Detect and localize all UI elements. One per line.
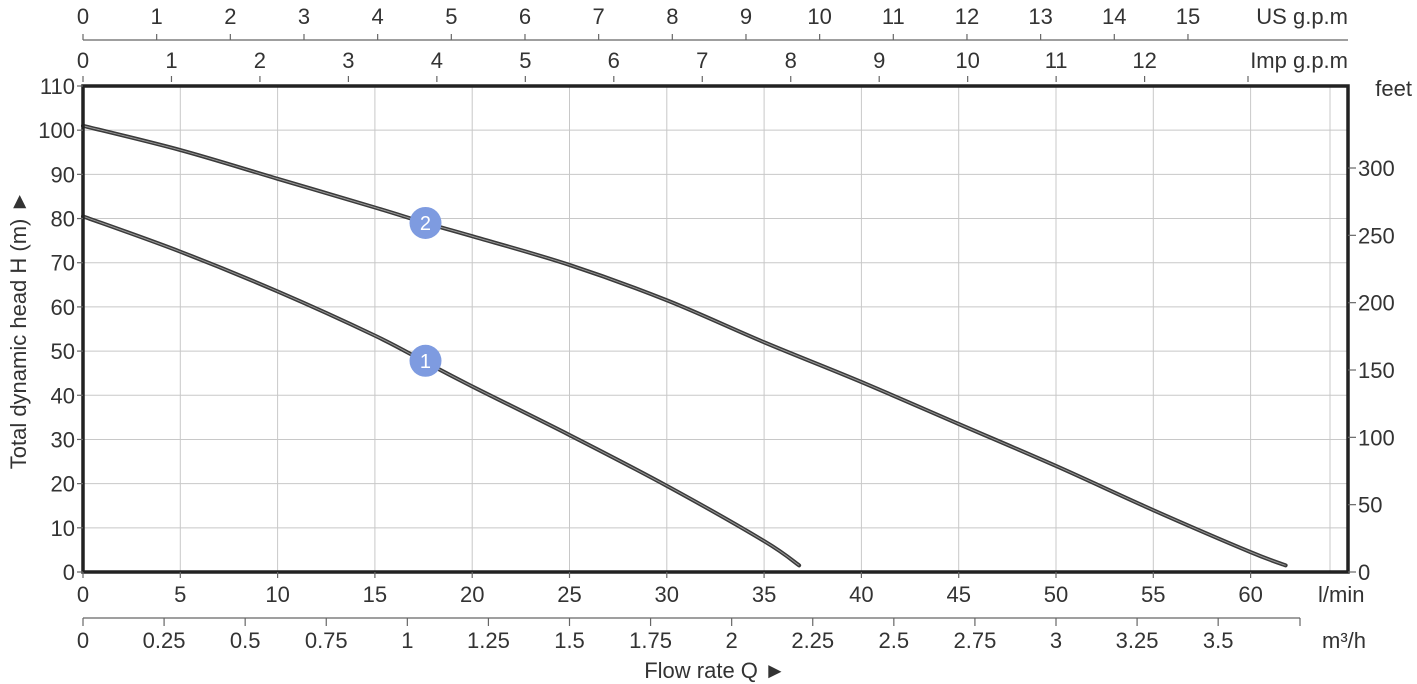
feet-tick-label: 100 — [1358, 425, 1395, 450]
feet-tick-label: 250 — [1358, 223, 1395, 248]
x-tick-label: 40 — [849, 582, 873, 607]
x-tick-label: 60 — [1238, 582, 1262, 607]
curve-2-highlight — [82, 125, 1286, 566]
us-gpm-tick-label: 14 — [1102, 4, 1126, 29]
curve-1-marker — [409, 344, 442, 377]
feet-tick-label: 0 — [1358, 560, 1370, 585]
curve-1 — [81, 214, 802, 568]
x-tick-label: 15 — [363, 582, 387, 607]
y-tick-label: 20 — [51, 472, 75, 497]
m3h-tick-label: 2 — [726, 628, 738, 653]
x-tick-label: 5 — [174, 582, 186, 607]
y-axis-title: Total dynamic head H (m) ► — [6, 191, 31, 470]
imp-gpm-tick-label: 6 — [608, 48, 620, 73]
y-tick-label: 100 — [38, 118, 75, 143]
imp-gpm-unit-label: Imp g.p.m — [1250, 48, 1348, 73]
y-tick-label: 10 — [51, 516, 75, 541]
curve-2-marker — [409, 206, 442, 239]
us-gpm-tick-label: 9 — [740, 4, 752, 29]
us-gpm-tick-label: 4 — [372, 4, 384, 29]
imp-gpm-tick-label: 11 — [1045, 48, 1068, 73]
x-tick-label: 25 — [557, 582, 581, 607]
us-gpm-tick-label: 0 — [77, 4, 89, 29]
y-tick-label: 0 — [63, 560, 75, 585]
markers: 12 — [409, 206, 442, 377]
imp-gpm-tick-label: 1 — [165, 48, 177, 73]
m3h-tick-label: 0 — [77, 628, 89, 653]
m3h-tick-label: 2.5 — [879, 628, 910, 653]
us-gpm-tick-label: 15 — [1176, 4, 1200, 29]
feet-unit-label: feet — [1375, 76, 1412, 101]
y-tick-label: 30 — [51, 427, 75, 452]
grid — [83, 86, 1348, 572]
us-gpm-tick-label: 6 — [519, 4, 531, 29]
us-gpm-tick-label: 8 — [666, 4, 678, 29]
x-tick-label: 10 — [265, 582, 289, 607]
m3h-tick-label: 1.75 — [629, 628, 672, 653]
feet-tick-label: 50 — [1358, 493, 1382, 518]
m3h-unit-label: m³/h — [1322, 628, 1366, 653]
feet-tick-label: 300 — [1358, 156, 1395, 181]
us-gpm-tick-label: 2 — [224, 4, 236, 29]
x-axis-title: Flow rate Q ► — [644, 658, 786, 683]
m3h-tick-label: 2.75 — [954, 628, 997, 653]
m3h-tick-label: 1.5 — [554, 628, 585, 653]
curve-1-highlight — [82, 215, 800, 566]
imp-gpm-tick-label: 3 — [342, 48, 354, 73]
feet-tick-label: 200 — [1358, 291, 1395, 316]
m3h-tick-label: 2.25 — [791, 628, 834, 653]
y-tick-label: 40 — [51, 383, 75, 408]
x-tick-label: 35 — [752, 582, 776, 607]
curve-2-marker-label: 2 — [420, 213, 431, 235]
us-gpm-unit-label: US g.p.m — [1256, 4, 1348, 29]
m3h-tick-label: 1 — [401, 628, 413, 653]
us-gpm-tick-label: 12 — [955, 4, 979, 29]
feet-tick-label: 150 — [1358, 358, 1395, 383]
us-gpm-tick-label: 3 — [298, 4, 310, 29]
us-gpm-tick-label: 11 — [882, 4, 905, 29]
curve-2 — [81, 123, 1288, 568]
x-tick-label: 0 — [77, 582, 89, 607]
us-gpm-tick-label: 13 — [1028, 4, 1052, 29]
y-tick-label: 80 — [51, 207, 75, 232]
x-tick-label: 45 — [946, 582, 970, 607]
us-gpm-tick-label: 10 — [807, 4, 831, 29]
imp-gpm-tick-label: 4 — [431, 48, 443, 73]
imp-gpm-tick-label: 0 — [77, 48, 89, 73]
imp-gpm-tick-label: 12 — [1132, 48, 1156, 73]
imp-gpm-tick-label: 9 — [873, 48, 885, 73]
lmin-unit-label: l/min — [1318, 582, 1364, 607]
m3h-tick-label: 1.25 — [467, 628, 510, 653]
imp-gpm-tick-label: 10 — [955, 48, 979, 73]
m3h-tick-label: 0.75 — [305, 628, 348, 653]
axes: 0 5 10 15 20 25 30 35 40 45 50 55 600102030405060708… — [38, 4, 1394, 653]
y-tick-label: 110 — [40, 74, 75, 99]
m3h-tick-label: 0.5 — [230, 628, 261, 653]
imp-gpm-tick-label: 8 — [785, 48, 797, 73]
y-tick-label: 70 — [51, 251, 75, 276]
y-tick-label: 90 — [51, 162, 75, 187]
us-gpm-tick-label: 7 — [593, 4, 605, 29]
curve-1-marker-label: 1 — [420, 351, 431, 373]
us-gpm-tick-label: 5 — [445, 4, 457, 29]
y-tick-label: 60 — [51, 295, 75, 320]
x-tick-label: 55 — [1141, 582, 1165, 607]
curves — [81, 123, 1288, 568]
m3h-tick-label: 0.25 — [143, 628, 186, 653]
m3h-tick-label: 3.5 — [1203, 628, 1234, 653]
y-tick-label: 50 — [51, 339, 75, 364]
m3h-tick-label: 3 — [1050, 628, 1062, 653]
plot-frame — [81, 84, 1350, 574]
imp-gpm-tick-label: 7 — [696, 48, 708, 73]
imp-gpm-tick-label: 2 — [254, 48, 266, 73]
m3h-tick-label: 3.25 — [1116, 628, 1159, 653]
us-gpm-tick-label: 1 — [151, 4, 163, 29]
imp-gpm-tick-label: 5 — [519, 48, 531, 73]
x-tick-label: 50 — [1044, 582, 1068, 607]
x-tick-label: 30 — [655, 582, 679, 607]
x-tick-label: 20 — [460, 582, 484, 607]
